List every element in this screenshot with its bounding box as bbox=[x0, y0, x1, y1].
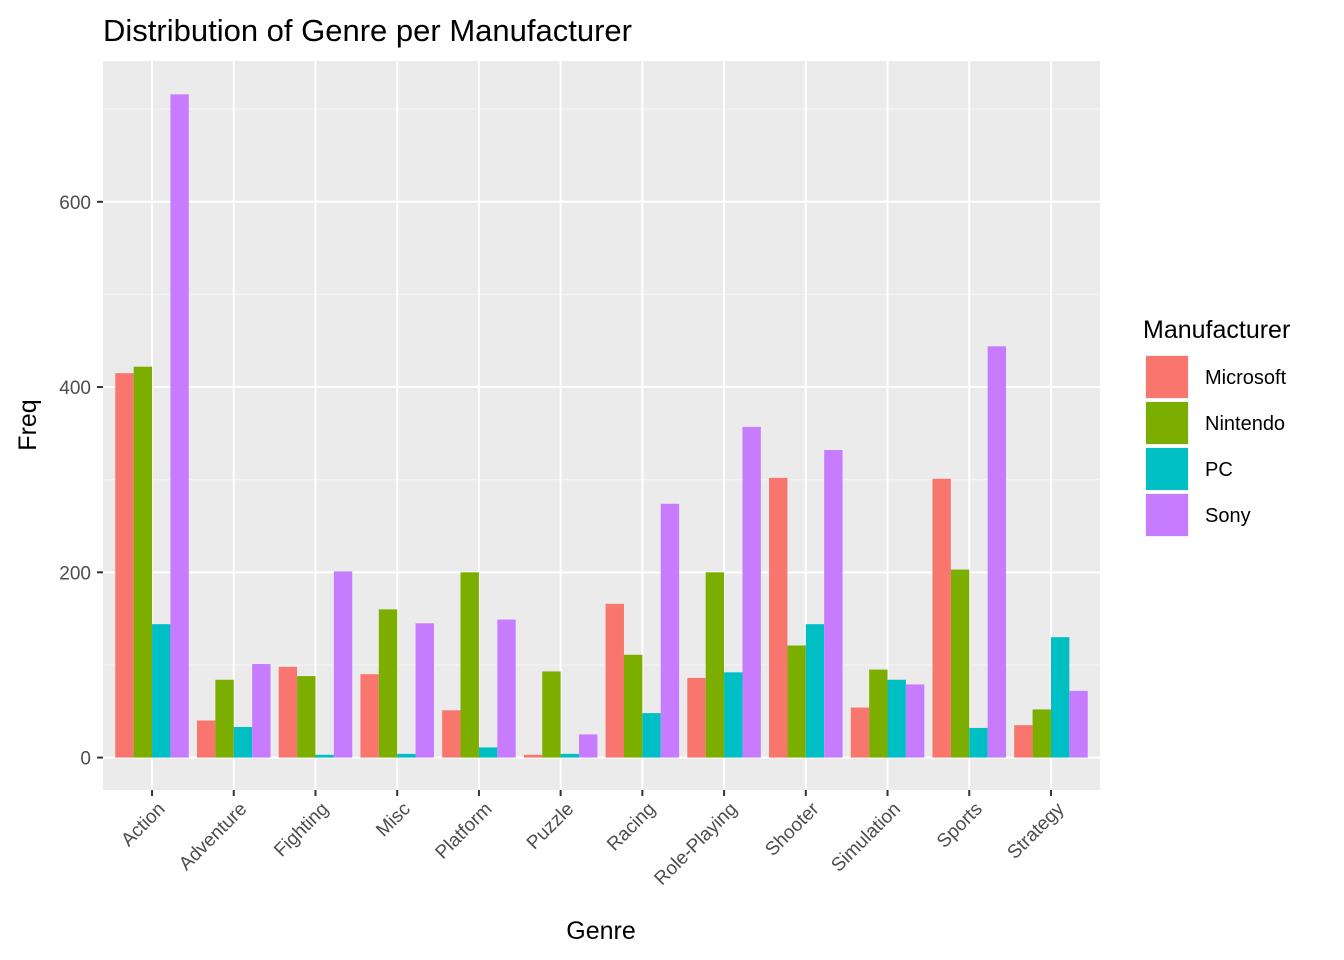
legend: Manufacturer Microsoft Nintendo PC Sony bbox=[1143, 316, 1290, 537]
bars bbox=[115, 94, 1088, 758]
bar-microsoft-puzzle bbox=[523, 754, 543, 758]
legend-label-nintendo: Nintendo bbox=[1205, 413, 1285, 435]
bar-sony-action bbox=[170, 94, 189, 758]
x-tick-label: Simulation bbox=[827, 799, 905, 877]
bar-nintendo-fighting bbox=[297, 676, 316, 758]
bar-pc-action bbox=[152, 624, 171, 758]
bar-microsoft-sports bbox=[932, 478, 951, 758]
x-axis-title: Genre bbox=[566, 917, 635, 945]
legend-label-pc: PC bbox=[1205, 459, 1233, 481]
bar-microsoft-misc bbox=[360, 674, 379, 758]
bar-nintendo-action bbox=[133, 366, 153, 758]
bar-pc-platform bbox=[478, 747, 498, 758]
legend-swatch-microsoft bbox=[1146, 356, 1188, 398]
y-axis: 0 200 400 600 bbox=[59, 193, 103, 770]
bar-pc-misc bbox=[397, 753, 416, 758]
legend-swatch-sony bbox=[1146, 494, 1188, 536]
legend-label-sony: Sony bbox=[1205, 505, 1251, 527]
x-axis: Action Adventure Fighting Misc Platform Puzzl… bbox=[117, 790, 1069, 890]
bar-sony-adventure bbox=[252, 664, 271, 758]
y-tick-label: 400 bbox=[59, 378, 91, 399]
bar-nintendo-role-playing bbox=[705, 572, 725, 758]
legend-label-microsoft: Microsoft bbox=[1205, 367, 1287, 389]
bar-nintendo-adventure bbox=[215, 679, 234, 758]
bar-sony-puzzle bbox=[579, 734, 598, 758]
x-tick-label: Platform bbox=[432, 799, 497, 864]
x-tick-label: Fighting bbox=[270, 799, 333, 862]
bar-sony-strategy bbox=[1069, 690, 1088, 758]
bar-sony-role-playing bbox=[742, 426, 761, 758]
bar-sony-misc bbox=[415, 623, 434, 758]
bar-sony-racing bbox=[660, 503, 680, 758]
bar-sony-shooter bbox=[824, 450, 843, 758]
x-tick-label: Racing bbox=[603, 799, 660, 856]
bar-nintendo-misc bbox=[378, 609, 398, 758]
x-tick-label: Misc bbox=[372, 799, 414, 841]
bar-microsoft-shooter bbox=[769, 477, 788, 758]
bar-pc-role-playing bbox=[724, 672, 743, 758]
bar-pc-shooter bbox=[805, 624, 825, 758]
bar-pc-fighting bbox=[315, 754, 334, 758]
legend-swatch-pc bbox=[1146, 448, 1188, 490]
bar-microsoft-strategy bbox=[1014, 725, 1033, 758]
bar-pc-strategy bbox=[1050, 637, 1070, 758]
bar-microsoft-action bbox=[115, 373, 134, 758]
bar-pc-sports bbox=[969, 727, 988, 758]
x-tick-label: Adventure bbox=[175, 799, 251, 875]
chart-title: Distribution of Genre per Manufacturer bbox=[103, 13, 632, 48]
bar-sony-platform bbox=[497, 619, 516, 758]
bar-nintendo-simulation bbox=[869, 669, 888, 758]
x-tick-label: Shooter bbox=[761, 798, 823, 860]
legend-swatch-nintendo bbox=[1146, 402, 1188, 444]
bar-sony-fighting bbox=[333, 571, 353, 758]
y-axis-title: Freq bbox=[14, 399, 42, 450]
bar-pc-puzzle bbox=[560, 753, 580, 758]
bar-pc-adventure bbox=[233, 727, 253, 758]
y-tick-label: 0 bbox=[80, 749, 91, 770]
bar-nintendo-strategy bbox=[1032, 709, 1051, 758]
bar-microsoft-simulation bbox=[850, 707, 870, 758]
x-tick-label: Sports bbox=[933, 799, 987, 853]
bar-microsoft-fighting bbox=[278, 666, 298, 758]
y-tick-label: 600 bbox=[59, 193, 91, 214]
x-tick-label: Role-Playing bbox=[651, 799, 742, 890]
y-tick-label: 200 bbox=[59, 563, 91, 584]
bar-nintendo-platform bbox=[460, 572, 479, 758]
x-tick-label: Puzzle bbox=[523, 799, 578, 854]
bar-nintendo-racing bbox=[623, 654, 643, 758]
bar-pc-racing bbox=[642, 713, 661, 758]
bar-sony-simulation bbox=[905, 684, 925, 758]
x-tick-label: Action bbox=[117, 799, 169, 851]
bar-microsoft-role-playing bbox=[687, 677, 706, 758]
bar-microsoft-adventure bbox=[196, 720, 216, 758]
bar-microsoft-platform bbox=[442, 710, 461, 758]
bar-microsoft-racing bbox=[605, 603, 624, 758]
bar-sony-sports bbox=[987, 346, 1007, 758]
bar-pc-simulation bbox=[887, 679, 906, 758]
legend-title: Manufacturer bbox=[1143, 316, 1290, 344]
bar-nintendo-sports bbox=[950, 569, 970, 758]
bar-nintendo-puzzle bbox=[542, 671, 561, 758]
x-tick-label: Strategy bbox=[1004, 798, 1069, 863]
bar-nintendo-shooter bbox=[787, 645, 806, 758]
